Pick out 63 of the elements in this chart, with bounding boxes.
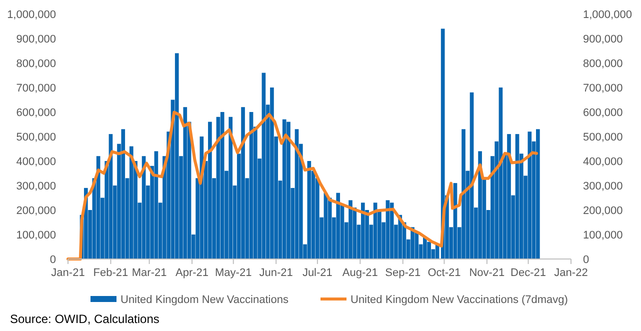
x-tick-label: Aug-21 xyxy=(342,267,378,279)
x-tick-label: Mar-21 xyxy=(132,267,167,279)
y2-tick-label: 700,000 xyxy=(583,82,623,94)
bar xyxy=(536,129,540,259)
bar xyxy=(427,242,431,259)
y-tick-label: 800,000 xyxy=(16,58,56,70)
bar xyxy=(423,236,427,259)
bar xyxy=(220,112,224,259)
bar xyxy=(478,151,482,259)
bar xyxy=(270,88,274,259)
bar xyxy=(462,129,466,259)
line-series xyxy=(66,110,538,260)
bar xyxy=(208,122,212,259)
bar xyxy=(286,122,290,259)
y2-tick-label: 1,000,000 xyxy=(583,9,632,21)
y2-tick-label: 800,000 xyxy=(583,58,623,70)
bar xyxy=(228,116,233,259)
y-tick-label: 700,000 xyxy=(16,82,56,94)
source-note: Source: OWID, Calculations xyxy=(10,312,160,326)
bar xyxy=(348,200,352,259)
bar xyxy=(174,53,179,259)
bar xyxy=(121,129,126,259)
y-tick-label: 600,000 xyxy=(16,107,56,119)
bar xyxy=(282,119,286,259)
y2-tick-label: 300,000 xyxy=(583,180,623,192)
legend-label: United Kingdom New Vaccinations xyxy=(120,294,289,306)
y-tick-label: 1,000,000 xyxy=(7,9,56,21)
legend-label: United Kingdom New Vaccinations (7dmavg) xyxy=(350,294,568,306)
x-tick-label: May-21 xyxy=(215,267,252,279)
bar xyxy=(328,198,332,259)
bar xyxy=(241,107,245,259)
bar xyxy=(507,134,511,259)
y2-tick-label: 400,000 xyxy=(583,156,623,168)
x-tick-label: Feb-21 xyxy=(93,267,128,279)
bar xyxy=(307,161,312,259)
y2-tick-label: 0 xyxy=(583,254,590,266)
x-tick-label: Dec-21 xyxy=(510,267,546,279)
bar xyxy=(390,202,394,259)
bar xyxy=(336,192,340,259)
y-tick-label: 400,000 xyxy=(16,156,56,168)
x-tick-label: Jan-21 xyxy=(51,267,85,279)
y-tick-label: 100,000 xyxy=(16,230,56,242)
y-tick-label: 0 xyxy=(50,254,56,266)
x-tick-label: Apr-21 xyxy=(176,267,209,279)
bar xyxy=(360,202,365,259)
y2-tick-label: 500,000 xyxy=(583,132,623,144)
y-tick-label: 200,000 xyxy=(16,205,56,217)
bar xyxy=(129,146,134,259)
x-tick-label: Jun-21 xyxy=(259,267,293,279)
y2-tick-label: 600,000 xyxy=(583,107,623,119)
bar xyxy=(528,132,532,259)
x-tick-label: Sep-21 xyxy=(385,267,421,279)
y2-tick-label: 200,000 xyxy=(583,205,623,217)
y2-tick-label: 100,000 xyxy=(583,230,623,242)
x-tick-label: Oct-21 xyxy=(428,267,461,279)
y-tick-label: 300,000 xyxy=(16,180,56,192)
x-tick-label: Jul-21 xyxy=(302,267,332,279)
y-tick-label: 900,000 xyxy=(16,34,56,46)
x-tick-label: Jan-22 xyxy=(554,267,588,279)
x-tick-label: Nov-21 xyxy=(469,267,505,279)
y-tick-label: 500,000 xyxy=(16,132,56,144)
y2-tick-label: 900,000 xyxy=(583,34,623,46)
bar xyxy=(183,107,188,259)
